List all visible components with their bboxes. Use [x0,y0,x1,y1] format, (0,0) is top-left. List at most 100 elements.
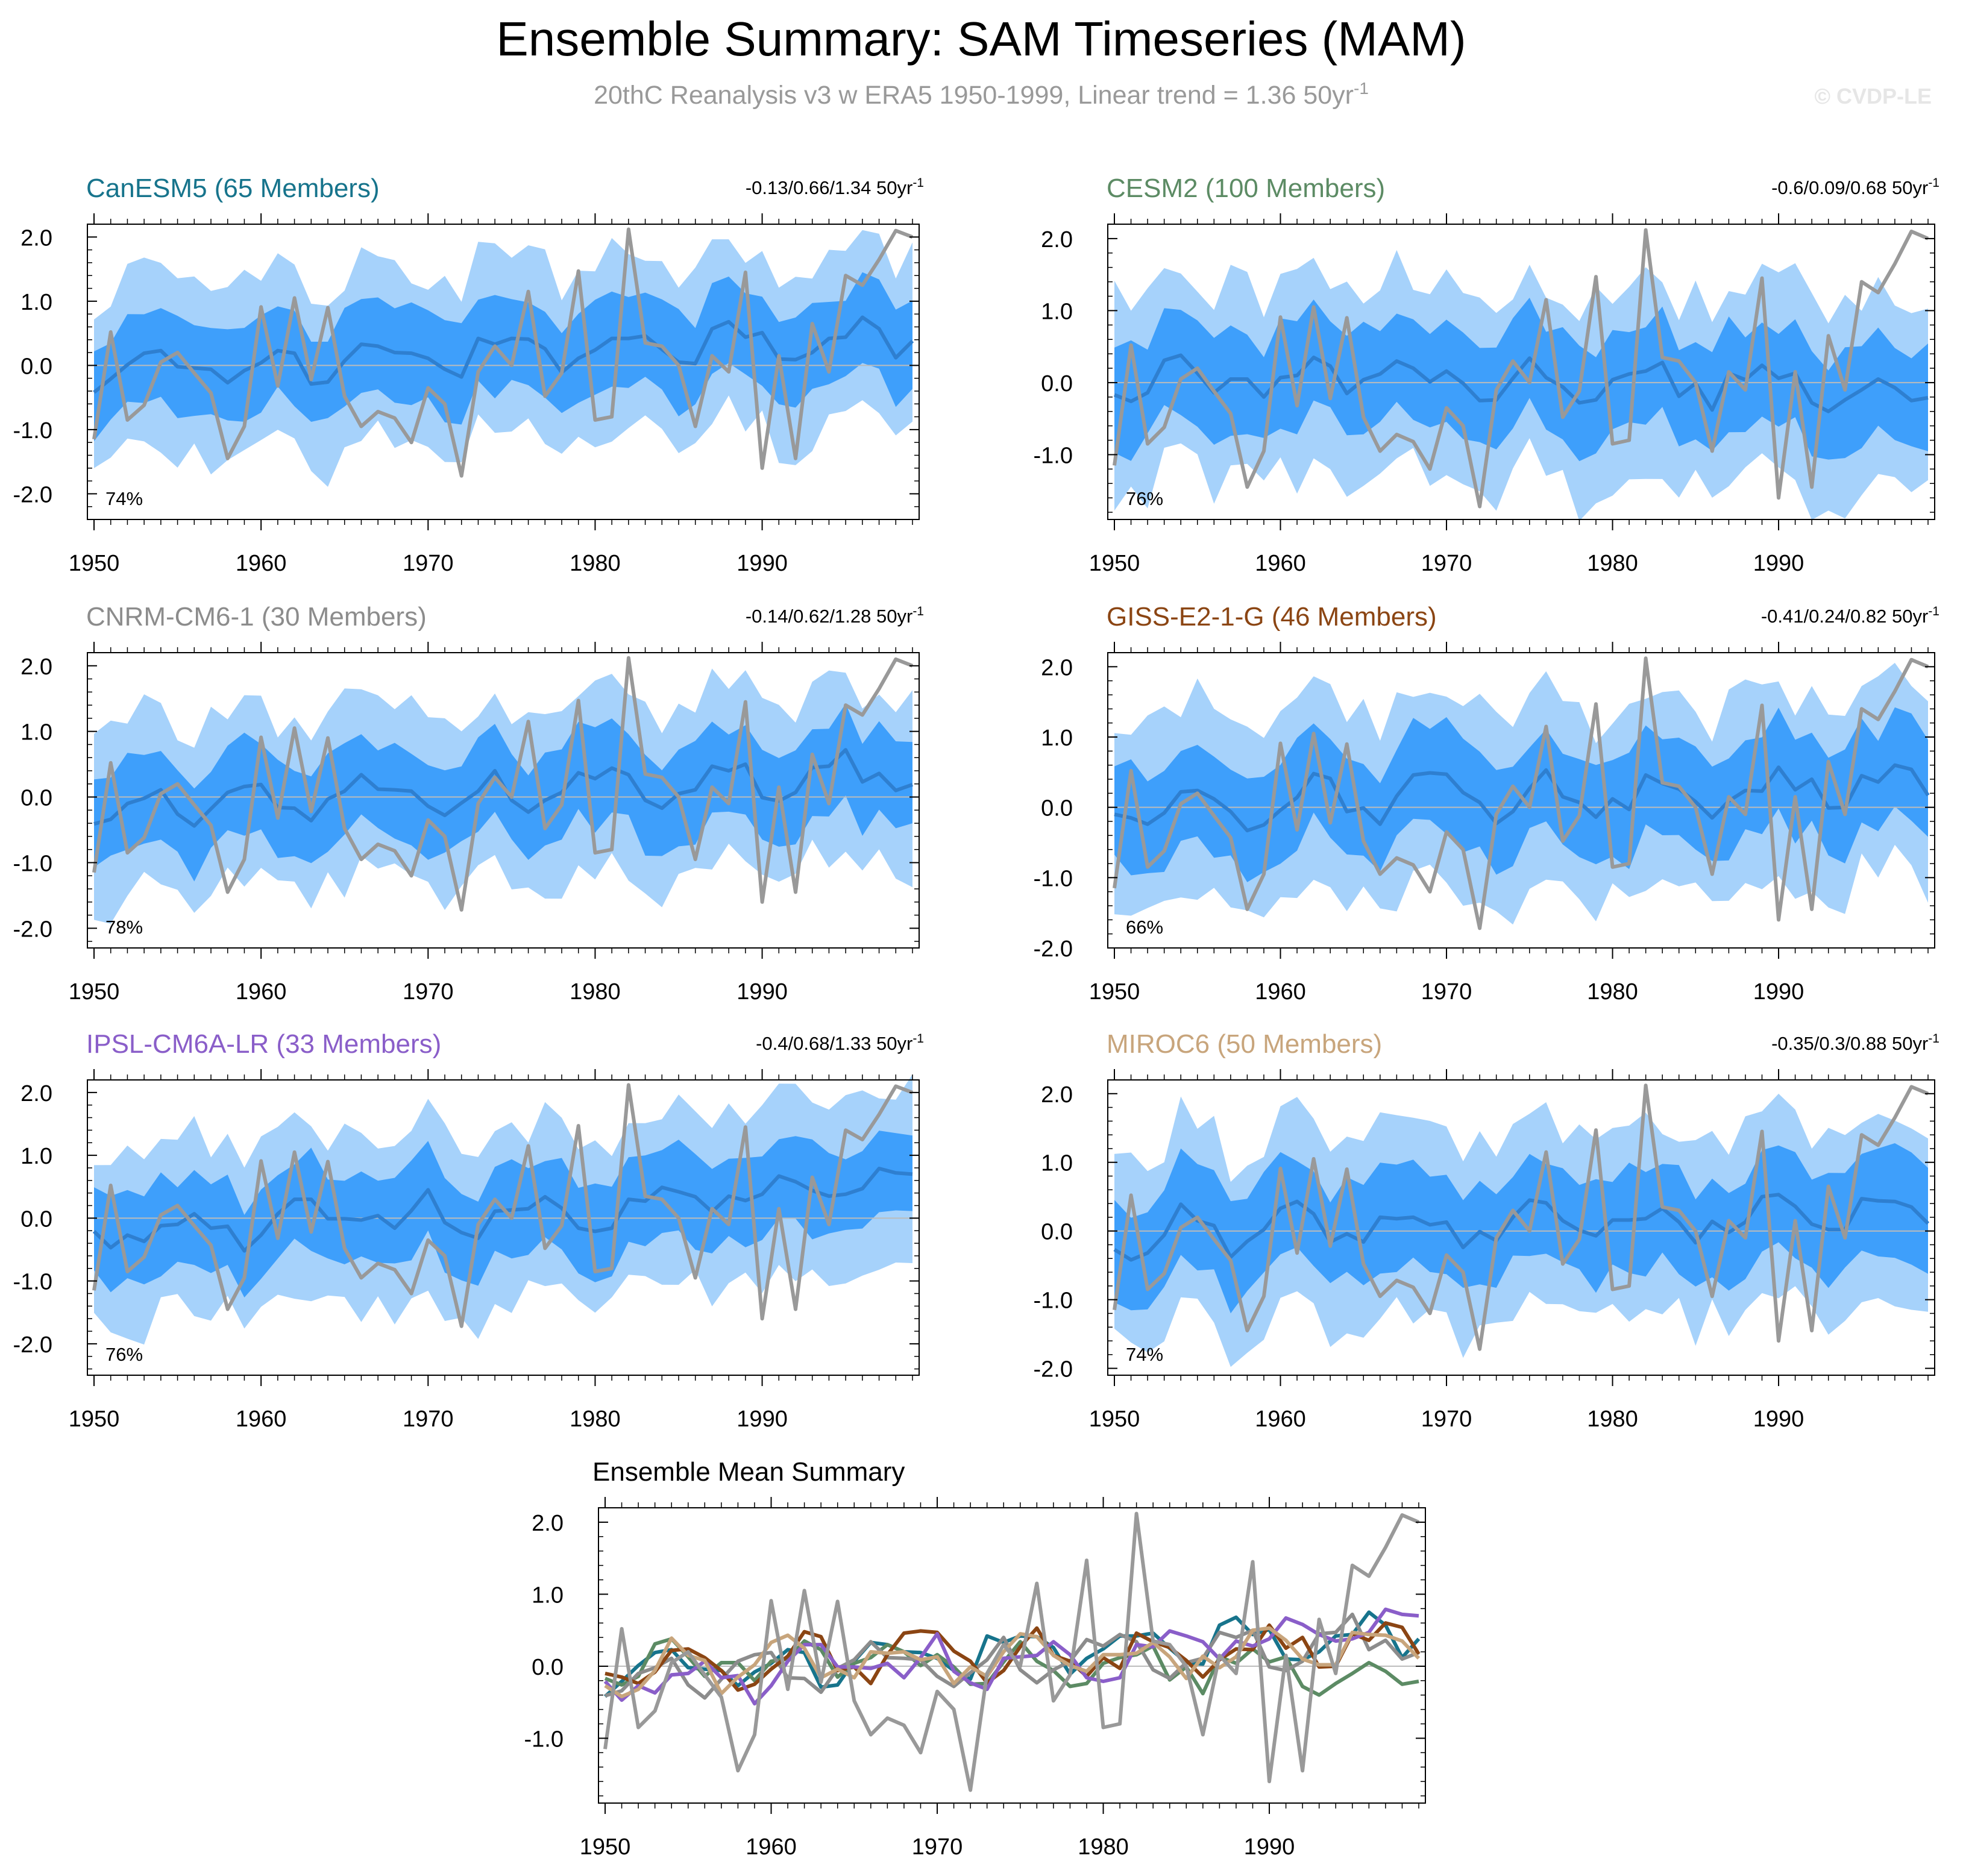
plot-frame [1107,652,1935,949]
x-tick-label: 1990 [1753,551,1804,576]
panel-cesm2: CESM2 (100 Members) -0.6/0.09/0.68 50yr-1… [1034,174,1939,576]
x-tick-label: 1990 [1753,979,1804,1005]
x-tick-label: 1950 [69,1407,120,1432]
x-tick-label: 1970 [912,1834,963,1860]
watermark: © CVDP-LE [1814,84,1932,108]
x-tick-label: 1990 [1753,1407,1804,1432]
x-tick-label: 1990 [737,979,788,1005]
percent-label: 74% [1126,1344,1163,1365]
y-tick-label: -1.0 [13,851,52,876]
ensemble-mean-line [93,315,914,394]
y-tick-label: 1.0 [532,1583,564,1608]
panel-ipsl-cm6a-lr: IPSL-CM6A-LR (33 Members) -0.4/0.68/1.33 … [13,1029,924,1432]
y-tick-label: -2.0 [13,1332,52,1358]
panel-title: MIROC6 (50 Members) [1107,1029,1382,1059]
panel-miroc6: MIROC6 (50 Members) -0.35/0.3/0.88 50yr-1… [1034,1029,1939,1432]
x-tick-label: 1950 [69,979,120,1005]
trend-label: -0.35/0.3/0.88 50yr-1 [1771,1032,1939,1054]
y-tick-label: 1.0 [20,720,52,745]
x-tick-label: 1960 [1255,1407,1306,1432]
trend-label: -0.13/0.66/1.34 50yr-1 [746,176,924,198]
x-tick-label: 1970 [1421,979,1472,1005]
y-tick-label: 0.0 [1041,796,1073,821]
y-tick-label: 0.0 [532,1655,564,1680]
x-tick-label: 1980 [1587,1407,1638,1432]
y-tick-label: 1.0 [1041,726,1073,751]
percent-label: 76% [1126,488,1163,509]
ensemble-mean-line [1114,763,1930,833]
observed-line [1113,1084,1929,1351]
x-tick-label: 1960 [1255,551,1306,576]
y-tick-label: 0.0 [1041,371,1073,397]
panel-title: CESM2 (100 Members) [1107,174,1385,203]
y-tick-label: 2.0 [1041,1082,1073,1108]
panel-title: CanESM5 (65 Members) [86,174,380,203]
y-tick-label: -1.0 [1034,866,1073,891]
y-tick-label: 2.0 [1041,655,1073,680]
x-tick-label: 1960 [236,1407,287,1432]
x-tick-label: 1950 [1089,979,1140,1005]
x-tick-label: 1980 [1587,551,1638,576]
plot-frame [87,1079,920,1376]
y-tick-label: 2.0 [20,225,52,251]
plot-frame [1107,224,1935,520]
x-tick-label: 1980 [1587,979,1638,1005]
observed-line [603,1511,1420,1792]
ensemble-mean-line [1113,353,1929,413]
x-tick-label: 1990 [737,1407,788,1432]
x-tick-label: 1960 [746,1834,797,1860]
trend-label: -0.4/0.68/1.33 50yr-1 [756,1032,924,1054]
panel-summary: Ensemble Mean Summary 2.0 1.0 0.0 -1.0 1950 19… [524,1457,1426,1860]
y-tick-label: -1.0 [524,1727,564,1752]
x-tick-label: 1980 [1078,1834,1129,1860]
y-tick-label: 1.0 [20,290,52,315]
y-tick-label: 1.0 [1041,1151,1073,1176]
x-tick-label: 1950 [1089,551,1140,576]
figure-title: Ensemble Summary: SAM Timeseries (MAM) [496,12,1466,66]
plot-frame [1107,1079,1935,1376]
percent-label: 74% [105,488,143,509]
observed-line [1113,656,1929,930]
y-tick-label: -2.0 [1034,936,1073,962]
panel-title: IPSL-CM6A-LR (33 Members) [86,1029,441,1059]
y-tick-label: -1.0 [1034,443,1073,468]
x-tick-label: 1970 [1421,551,1472,576]
x-tick-label: 1970 [403,1407,454,1432]
x-tick-label: 1960 [1255,979,1306,1005]
y-tick-label: 1.0 [1041,299,1073,324]
y-tick-label: 0.0 [20,1206,52,1232]
x-tick-label: 1960 [236,551,287,576]
y-tick-label: 0.0 [1041,1220,1073,1245]
observed-line [92,227,914,478]
panel-giss-e2-1-g: GISS-E2-1-G (46 Members) -0.41/0.24/0.82 … [1034,602,1939,1005]
y-tick-label: 2.0 [20,654,52,680]
panel-canesm5: CanESM5 (65 Members) -0.13/0.66/1.34 50yr… [13,174,924,576]
percent-label: 76% [105,1344,143,1365]
figure-subtitle: 20thC Reanalysis v3 w ERA5 1950-1999, Li… [594,79,1369,110]
y-tick-label: 2.0 [1041,227,1073,253]
y-tick-label: 1.0 [20,1144,52,1169]
x-tick-label: 1950 [580,1834,631,1860]
x-tick-label: 1990 [1244,1834,1295,1860]
y-tick-label: 2.0 [532,1511,564,1536]
y-tick-label: 2.0 [20,1081,52,1106]
y-tick-label: -2.0 [1034,1357,1073,1382]
percent-label: 78% [105,917,143,938]
x-tick-label: 1980 [570,979,621,1005]
x-tick-label: 1950 [1089,1407,1140,1432]
y-tick-label: -2.0 [13,917,52,942]
plot-frame [87,652,920,949]
trend-label: -0.14/0.62/1.28 50yr-1 [746,604,924,627]
panel-cnrm-cm6-1: CNRM-CM6-1 (30 Members) -0.14/0.62/1.28 5… [13,602,924,1005]
panels: CanESM5 (65 Members) -0.13/0.66/1.34 50yr… [13,174,1939,1860]
observed-line [92,1083,914,1328]
percent-label: 66% [1126,917,1163,938]
x-tick-label: 1980 [570,1407,621,1432]
ensemble-mean-line [1113,1193,1930,1262]
plot-frame [87,224,920,520]
trend-label: -0.6/0.09/0.68 50yr-1 [1771,176,1939,198]
observed-line [1113,228,1929,509]
panel-title: CNRM-CM6-1 (30 Members) [86,602,427,632]
y-tick-label: 0.0 [20,786,52,811]
